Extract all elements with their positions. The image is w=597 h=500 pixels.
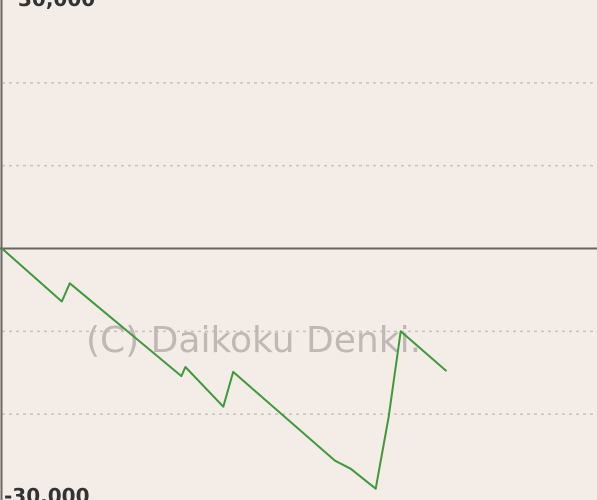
watermark: (C) Daikoku Denki. <box>86 320 421 361</box>
series-layer <box>1 247 448 490</box>
y-tick-label-1: -30,000 <box>4 484 89 500</box>
y-tick-label-0: 30,000 <box>18 0 95 11</box>
series-line-0 <box>1 247 448 490</box>
y-tick-labels: 30,000 -30,000 <box>4 0 95 500</box>
grid-lines <box>2 82 597 415</box>
